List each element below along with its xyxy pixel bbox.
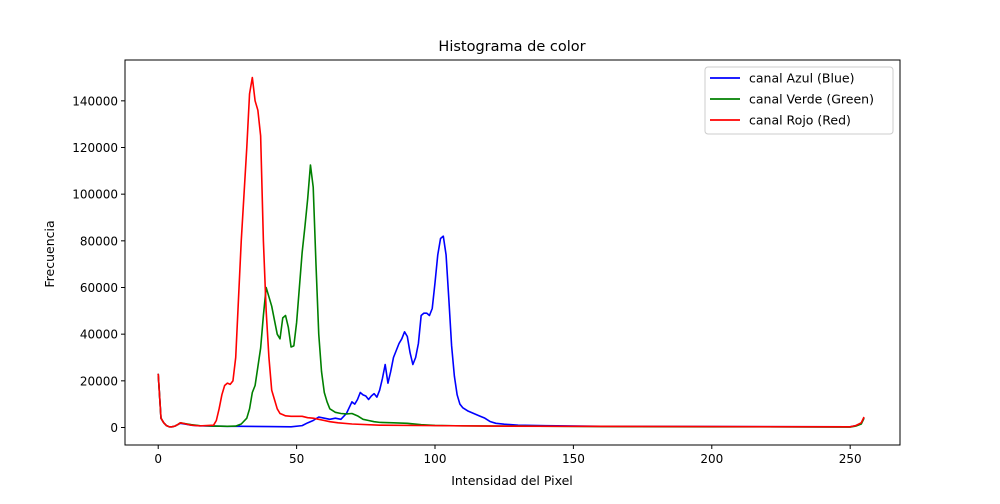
legend: canal Azul (Blue) canal Verde (Green) cana… — [704, 66, 894, 135]
axis-ticks: 0 50 100 150 200 250 0 20000 40000 60000 80000 1000… — [72, 94, 861, 466]
x-tick-label: 100 — [424, 452, 447, 466]
x-axis-label: Intensidad del Pixel — [451, 473, 573, 488]
legend-label: canal Verde (Green) — [749, 92, 874, 107]
y-tick-label: 60000 — [80, 281, 118, 295]
y-tick-label: 140000 — [72, 94, 118, 108]
y-tick-label: 20000 — [80, 374, 118, 388]
y-tick-label: 100000 — [72, 188, 118, 202]
x-tick-label: 150 — [562, 452, 585, 466]
y-tick-label: 80000 — [80, 234, 118, 248]
y-tick-label: 120000 — [72, 141, 118, 155]
x-tick-label: 250 — [839, 452, 862, 466]
legend-box — [704, 66, 894, 135]
y-tick-label: 40000 — [80, 328, 118, 342]
y-tick-label: 0 — [110, 421, 118, 435]
legend-label: canal Rojo (Red) — [749, 113, 851, 128]
plot-area-frame — [124, 59, 901, 446]
legend-label: canal Azul (Blue) — [749, 71, 854, 86]
y-axis-label: Frecuencia — [42, 220, 57, 287]
series-line-3 — [157, 76, 865, 428]
x-tick-label: 200 — [700, 452, 723, 466]
series-lines — [157, 76, 865, 428]
chart-title: Histograma de color — [438, 39, 585, 55]
x-tick-label: 50 — [289, 452, 304, 466]
x-tick-label: 0 — [154, 452, 162, 466]
